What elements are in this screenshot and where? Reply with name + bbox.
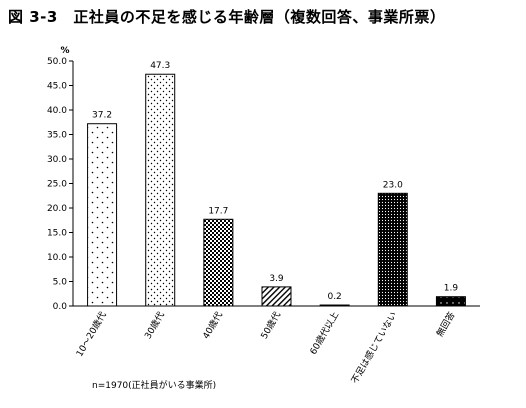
x-category-label: 10～20歳代 — [73, 310, 108, 359]
y-tick-label: 25.0 — [47, 180, 67, 190]
data-label: 3.9 — [269, 274, 284, 284]
y-tick-label: 40.0 — [47, 106, 67, 116]
data-label: 23.0 — [383, 180, 403, 190]
x-category-label: 無回答 — [434, 310, 458, 339]
y-tick-label: 20.0 — [47, 204, 67, 214]
data-label: 37.2 — [92, 111, 112, 121]
bar — [377, 192, 408, 307]
chart-title: 図 3-3 正社員の不足を感じる年齢層（複数回答、事業所票） — [8, 8, 446, 26]
data-label: 47.3 — [150, 61, 170, 71]
y-tick-label: 30.0 — [47, 155, 67, 165]
y-tick-label: 50.0 — [47, 57, 67, 67]
x-category-label: 60歳代以上 — [307, 310, 341, 357]
bar — [261, 286, 292, 307]
data-label: 0.2 — [327, 292, 341, 302]
y-tick-label: 0.0 — [53, 302, 68, 312]
bar — [203, 218, 234, 307]
y-tick-label: 15.0 — [47, 229, 67, 239]
y-tick-label: 45.0 — [47, 82, 67, 92]
bar — [435, 296, 466, 307]
x-category-label: 40歳代 — [200, 310, 225, 342]
data-label: 17.7 — [208, 206, 228, 216]
x-category-label: 50歳代 — [258, 310, 283, 342]
y-axis-unit: % — [60, 46, 69, 56]
x-category-label: 不足は感じていない — [348, 310, 399, 386]
bar — [319, 304, 350, 307]
x-category-label: 30歳代 — [142, 310, 167, 342]
bar — [87, 123, 118, 307]
y-tick-label: 5.0 — [53, 278, 68, 288]
sample-note: n=1970(正社員がいる事業所) — [92, 381, 217, 391]
y-tick-label: 35.0 — [47, 131, 67, 141]
data-label: 1.9 — [444, 284, 459, 294]
bar — [145, 73, 176, 307]
y-tick-label: 10.0 — [47, 253, 67, 263]
